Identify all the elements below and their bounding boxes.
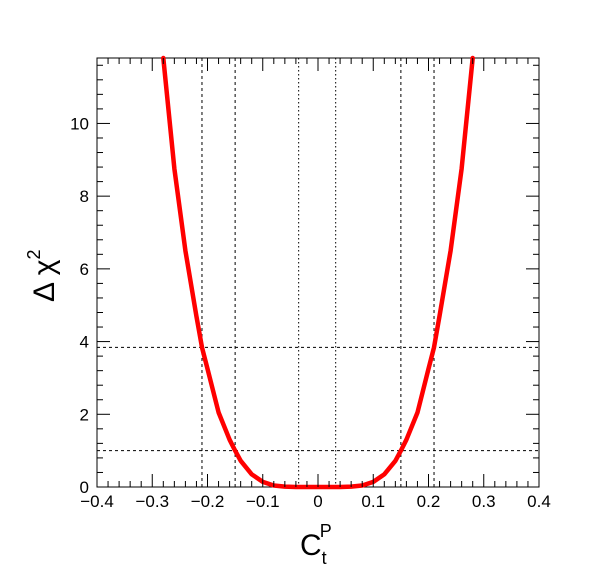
y-axis-title-sup: 2	[24, 250, 44, 260]
x-tick-label: 0.2	[417, 492, 441, 511]
y-axis-title: Δ χ2	[24, 250, 61, 302]
reference-lines	[97, 58, 539, 487]
y-tick-label: 6	[80, 260, 89, 279]
y-tick-label: 0	[80, 478, 89, 497]
axis-labels: −0.4 −0.3 −0.2 −0.1 0 0.1 0.2 0.3 0.4 0 2 4 6 8 10	[70, 114, 551, 511]
x-tick-label: 0.3	[472, 492, 496, 511]
axis-ticks	[96, 58, 540, 488]
x-axis-title-main: C	[300, 529, 322, 562]
x-axis-title-sup: P	[320, 521, 332, 541]
x-tick-label: 0.1	[361, 492, 385, 511]
x-tick-label: 0	[313, 492, 322, 511]
y-tick-label: 10	[70, 114, 89, 133]
x-axis-title-sub: t	[322, 548, 327, 568]
x-tick-label: −0.2	[191, 492, 225, 511]
y-tick-label: 4	[80, 333, 89, 352]
x-tick-label: −0.4	[80, 492, 114, 511]
chi2-curve	[161, 55, 475, 490]
plot-area-border	[96, 57, 540, 488]
x-axis-title: CtP	[300, 521, 332, 568]
plot-frame	[96, 57, 540, 488]
x-tick-label: 0.4	[527, 492, 551, 511]
y-tick-label: 8	[80, 187, 89, 206]
x-tick-label: −0.1	[246, 492, 280, 511]
y-tick-label: 2	[80, 405, 89, 424]
x-tick-label: −0.3	[135, 492, 169, 511]
chi2-curve-line	[161, 55, 475, 490]
y-axis-title-main: Δ χ	[28, 259, 61, 302]
